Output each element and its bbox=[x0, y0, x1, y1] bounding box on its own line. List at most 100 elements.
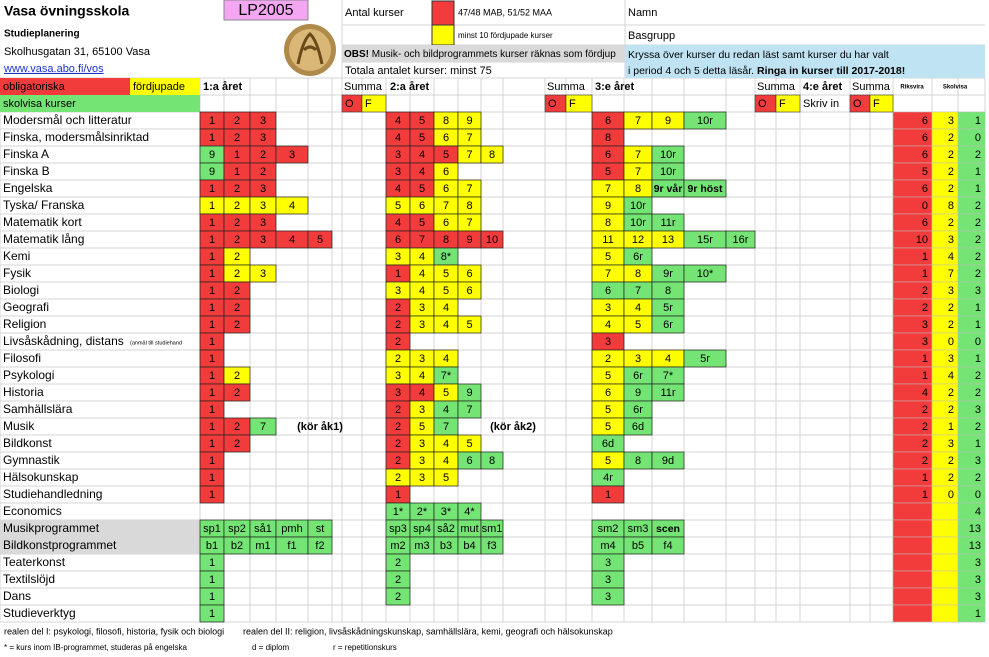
subject: Tyska/ Franska bbox=[3, 198, 85, 212]
course-label: så2 bbox=[437, 523, 455, 535]
total-value: 2 bbox=[948, 217, 954, 229]
course-label: 4 bbox=[419, 251, 425, 263]
course-label: 1 bbox=[209, 557, 215, 569]
total-value: 6 bbox=[922, 115, 928, 127]
course-label: f3 bbox=[487, 540, 496, 552]
total-cell bbox=[931, 553, 959, 572]
course-cell bbox=[480, 145, 504, 164]
course-label: 1 bbox=[209, 574, 215, 586]
school-header: Skolvisa bbox=[943, 85, 968, 91]
course-cell bbox=[199, 485, 225, 504]
course-label: m4 bbox=[600, 540, 615, 552]
subject: Religion bbox=[3, 317, 46, 331]
course-label: 9 bbox=[466, 115, 472, 127]
total-value: 1 bbox=[975, 438, 981, 450]
total-value: 1 bbox=[975, 166, 981, 178]
course-label: 8 bbox=[605, 132, 611, 144]
total-cell bbox=[931, 247, 959, 266]
total-value: 3 bbox=[975, 574, 981, 586]
course-label: 4 bbox=[605, 319, 611, 331]
course-label: 9 bbox=[209, 166, 215, 178]
course-label: 1 bbox=[209, 455, 215, 467]
course-label: 8 bbox=[635, 455, 641, 467]
subject: Musik bbox=[3, 419, 35, 433]
course-label: 12 bbox=[632, 234, 644, 246]
course-label: 2 bbox=[395, 472, 401, 484]
course-label: 2 bbox=[395, 336, 401, 348]
total-cell bbox=[931, 213, 959, 232]
course-label: 8* bbox=[441, 251, 452, 263]
yellow-note: minst 10 fördjupade kurser bbox=[458, 31, 553, 40]
total-cell bbox=[892, 570, 933, 589]
subject: Finska B bbox=[3, 164, 50, 178]
course-cell bbox=[307, 536, 333, 555]
footer-note: * = kurs inom IB-programmet, studeras på… bbox=[4, 643, 188, 652]
course-label: 3 bbox=[419, 353, 425, 365]
course-label: 3 bbox=[419, 302, 425, 314]
course-label: 1 bbox=[209, 302, 215, 314]
total-value: 2 bbox=[922, 302, 928, 314]
course-label: 3 bbox=[395, 166, 401, 178]
total-cell bbox=[931, 400, 959, 419]
course-label: 6d bbox=[632, 421, 644, 433]
course-label: 7* bbox=[441, 370, 452, 382]
course-label: 9r vår bbox=[654, 183, 683, 195]
course-label: 4* bbox=[464, 506, 475, 518]
total-value: 13 bbox=[969, 540, 981, 552]
course-label: 5 bbox=[443, 268, 449, 280]
course-label: 1 bbox=[209, 234, 215, 246]
course-label: 5 bbox=[419, 217, 425, 229]
course-label: 7 bbox=[260, 421, 266, 433]
course-cell bbox=[249, 417, 277, 436]
course-label: 5 bbox=[466, 319, 472, 331]
course-label: 15r bbox=[697, 234, 713, 246]
footer-note: r = repetitionskurs bbox=[333, 643, 397, 652]
red-note: 47/48 MAB, 51/52 MAA bbox=[458, 7, 552, 17]
o-label: O bbox=[853, 98, 862, 110]
course-label: 2 bbox=[260, 149, 266, 161]
subject: Filosofi bbox=[3, 351, 41, 365]
course-label: 3* bbox=[441, 506, 452, 518]
legend-school: skolvisa kurser bbox=[3, 98, 76, 110]
course-label: 11 bbox=[602, 234, 613, 246]
total-cell bbox=[931, 502, 959, 521]
course-label: 2 bbox=[605, 353, 611, 365]
total-value: 2 bbox=[948, 472, 954, 484]
total-value: 4 bbox=[948, 370, 954, 382]
course-label: 2 bbox=[234, 302, 240, 314]
course-label: 9r bbox=[663, 268, 673, 280]
url[interactable]: www.vasa.abo.fi/vos bbox=[3, 63, 104, 75]
course-cell bbox=[651, 383, 685, 402]
course-label: 4 bbox=[395, 132, 401, 144]
total-cell bbox=[931, 468, 959, 487]
course-label: 10r bbox=[630, 200, 646, 212]
course-label: b1 bbox=[206, 540, 218, 552]
total-value: 2 bbox=[975, 234, 981, 246]
year-header: 3:e året bbox=[595, 81, 634, 93]
course-label: 3 bbox=[419, 455, 425, 467]
course-label: scen bbox=[656, 523, 680, 535]
course-cell bbox=[480, 451, 504, 470]
course-label: 11r bbox=[660, 217, 675, 229]
total-value: 1 bbox=[922, 472, 928, 484]
course-label: 2 bbox=[234, 319, 240, 331]
course-label: 8 bbox=[665, 285, 671, 297]
course-cell bbox=[651, 536, 685, 555]
course-label: 5 bbox=[605, 370, 611, 382]
course-label: 3 bbox=[419, 472, 425, 484]
course-label: sp3 bbox=[389, 523, 407, 535]
course-label: 1 bbox=[209, 183, 215, 195]
total-value: 7 bbox=[948, 268, 954, 280]
subject: Teaterkonst bbox=[3, 555, 66, 569]
total-value: 2 bbox=[948, 404, 954, 416]
course-label: 2 bbox=[395, 438, 401, 450]
course-label: 2 bbox=[395, 557, 401, 569]
course-label: 4 bbox=[443, 404, 449, 416]
o-label: O bbox=[758, 98, 767, 110]
obs-box bbox=[342, 45, 625, 62]
sum-header: Summa bbox=[757, 81, 796, 93]
course-cell bbox=[249, 264, 277, 283]
course-label: 2 bbox=[395, 421, 401, 433]
obs-text: Musik- och bildprogrammets kurser räknas… bbox=[369, 49, 616, 60]
